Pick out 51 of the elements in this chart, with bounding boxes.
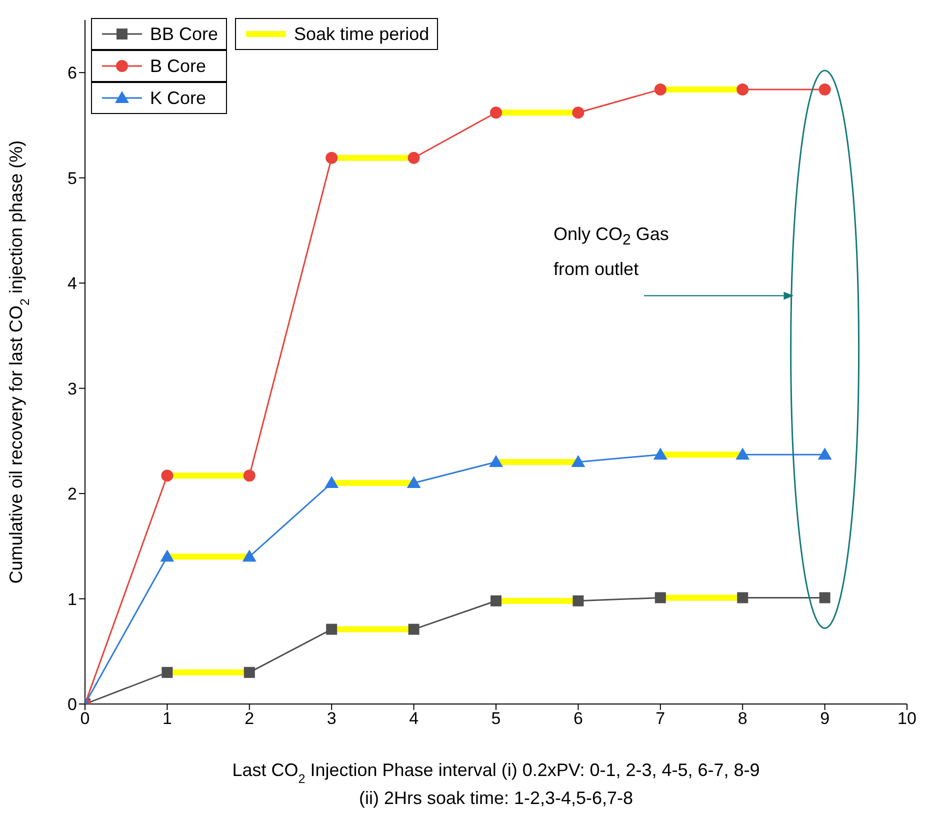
x-tick-label: 7 xyxy=(656,709,666,728)
x-tick-label: 10 xyxy=(898,709,916,728)
point xyxy=(571,454,586,467)
point xyxy=(736,83,749,96)
point xyxy=(489,454,503,467)
point xyxy=(653,448,668,460)
point xyxy=(818,448,832,460)
point xyxy=(572,595,584,606)
point xyxy=(162,666,173,678)
legend-label: B Core xyxy=(150,56,206,76)
x-tick-label: 8 xyxy=(738,709,748,728)
y-tick-label: 0 xyxy=(68,695,77,714)
legend-label: BB Core xyxy=(150,24,218,44)
y-tick-label: 6 xyxy=(68,64,77,83)
point xyxy=(242,550,256,562)
point xyxy=(243,470,256,482)
point xyxy=(326,152,338,164)
y-tick-label: 3 xyxy=(68,379,77,398)
x-tick-label: 0 xyxy=(80,709,90,728)
y-tick-label: 5 xyxy=(68,168,77,188)
x-tick-label: 2 xyxy=(244,709,254,728)
point xyxy=(324,476,339,488)
point xyxy=(161,470,174,482)
y-tick-label: 2 xyxy=(68,484,77,504)
point xyxy=(326,624,338,635)
y-tick-label: 4 xyxy=(68,274,77,294)
x-tick-label: 6 xyxy=(573,709,583,728)
x-tick-label: 3 xyxy=(326,709,336,728)
y-tick-label: 1 xyxy=(68,590,77,609)
legend-label: K Core xyxy=(150,88,206,108)
x-tick-label: 1 xyxy=(162,709,172,728)
x-tick-label: 9 xyxy=(820,709,830,728)
point xyxy=(654,83,666,96)
point xyxy=(819,592,830,604)
point xyxy=(736,448,750,460)
point xyxy=(244,666,255,678)
point xyxy=(490,595,502,606)
x-tick-label: 5 xyxy=(491,709,501,728)
point xyxy=(408,624,420,635)
x-tick-label: 4 xyxy=(409,709,419,728)
point xyxy=(654,592,666,604)
point xyxy=(406,476,421,488)
x-axis-title: Last CO$_{2}$ Injection Phase interval (i) 0.2xPV: 0-1, 2-3, 4-5, 6-7, 8-9 (ii) 2Hrs soak time: 1-2,3-4,5-6,7-8 xyxy=(232,760,760,808)
point xyxy=(737,592,748,604)
point xyxy=(490,106,502,119)
legend-label: Soak time period xyxy=(294,24,430,44)
annotation: Only CO$_{2}$ Gas from outlet xyxy=(554,223,670,282)
point xyxy=(160,550,174,562)
point xyxy=(572,106,584,119)
point xyxy=(818,83,831,96)
point xyxy=(408,152,420,164)
